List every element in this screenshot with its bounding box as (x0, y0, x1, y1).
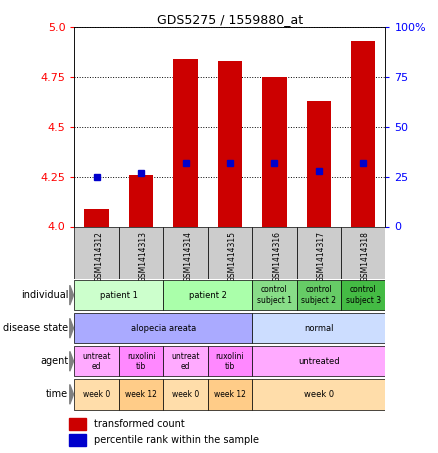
Text: GSM1414312: GSM1414312 (95, 231, 103, 282)
Text: agent: agent (40, 356, 68, 366)
Bar (129, 175, 153, 226)
Title: GDS5275 / 1559880_at: GDS5275 / 1559880_at (157, 13, 303, 26)
Text: GSM1414316: GSM1414316 (272, 231, 281, 282)
Bar (69, 418, 86, 430)
Bar (163, 379, 208, 410)
Bar (307, 101, 331, 226)
Text: untreat
ed: untreat ed (82, 352, 111, 371)
Polygon shape (70, 385, 74, 404)
Bar (173, 59, 198, 226)
Bar (262, 77, 286, 226)
Text: alopecia areata: alopecia areata (131, 324, 196, 333)
Bar (252, 379, 385, 410)
Text: patient 2: patient 2 (189, 291, 227, 299)
Text: GSM1414314: GSM1414314 (183, 231, 192, 282)
Text: week 0: week 0 (172, 390, 199, 399)
Bar (74, 226, 119, 279)
Text: time: time (46, 389, 68, 400)
Bar (69, 434, 86, 446)
Text: week 12: week 12 (125, 390, 157, 399)
Text: untreated: untreated (298, 357, 339, 366)
Bar (341, 280, 385, 310)
Bar (208, 346, 252, 376)
Text: week 0: week 0 (83, 390, 110, 399)
Text: week 0: week 0 (304, 390, 334, 399)
Bar (163, 226, 208, 279)
Bar (252, 346, 385, 376)
Bar (163, 280, 252, 310)
Bar (119, 226, 163, 279)
Bar (74, 346, 119, 376)
Text: ruxolini
tib: ruxolini tib (215, 352, 244, 371)
Bar (341, 226, 385, 279)
Polygon shape (70, 318, 74, 338)
Bar (218, 61, 242, 226)
Text: patient 1: patient 1 (100, 291, 138, 299)
Text: control
subject 3: control subject 3 (346, 285, 381, 305)
Bar (163, 346, 208, 376)
Text: individual: individual (21, 290, 68, 300)
Bar (351, 41, 375, 226)
Text: control
subject 1: control subject 1 (257, 285, 292, 305)
Bar (252, 280, 297, 310)
Text: normal: normal (304, 324, 334, 333)
Bar (74, 280, 163, 310)
Polygon shape (70, 352, 74, 371)
Bar (74, 313, 252, 343)
Text: ruxolini
tib: ruxolini tib (127, 352, 155, 371)
Text: transformed count: transformed count (95, 419, 185, 429)
Bar (208, 226, 252, 279)
Text: week 12: week 12 (214, 390, 246, 399)
Bar (74, 379, 119, 410)
Text: GSM1414317: GSM1414317 (317, 231, 325, 282)
Text: untreat
ed: untreat ed (171, 352, 200, 371)
Text: GSM1414315: GSM1414315 (228, 231, 237, 282)
Text: percentile rank within the sample: percentile rank within the sample (95, 435, 259, 445)
Bar (252, 226, 297, 279)
Text: control
subject 2: control subject 2 (301, 285, 336, 305)
Bar (119, 379, 163, 410)
Bar (119, 346, 163, 376)
Text: disease state: disease state (3, 323, 68, 333)
Bar (297, 280, 341, 310)
Text: GSM1414313: GSM1414313 (139, 231, 148, 282)
Bar (252, 313, 385, 343)
Bar (297, 226, 341, 279)
Bar (208, 379, 252, 410)
Bar (85, 208, 109, 226)
Polygon shape (70, 285, 74, 305)
Text: GSM1414318: GSM1414318 (361, 231, 370, 282)
